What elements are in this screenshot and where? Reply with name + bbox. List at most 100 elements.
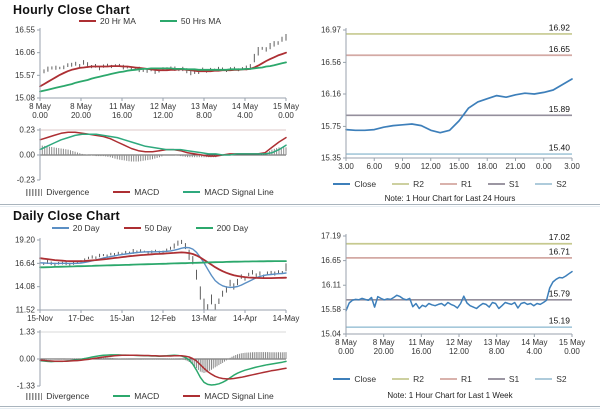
svg-text:15.08: 15.08 [15, 94, 36, 103]
legend-item: S1 [487, 374, 520, 384]
legend-item: Close [333, 374, 376, 384]
hourly-ma-legend: 20 Hr MA 50 Hrs MA [0, 16, 300, 26]
legend-item: Divergence [26, 391, 89, 401]
svg-text:15.58: 15.58 [321, 305, 342, 314]
daily-macd-plot: 1.33 0.00 -1.33 [17, 328, 287, 391]
legend-item: S2 [535, 374, 567, 384]
line-swatch [113, 395, 131, 397]
svg-text:0.00: 0.00 [19, 151, 35, 160]
svg-text:18.00: 18.00 [477, 162, 498, 171]
legend-item: MACD Signal Line [183, 391, 274, 401]
svg-text:12-Feb: 12-Feb [150, 314, 176, 323]
svg-text:15.57: 15.57 [15, 71, 36, 80]
line-swatch [195, 227, 213, 229]
daily-macd-legend: Divergence MACD MACD Signal Line [0, 391, 300, 401]
svg-text:0.00: 0.00 [19, 355, 35, 364]
legend-label: 50 Hrs MA [180, 16, 222, 26]
svg-text:1.33: 1.33 [19, 328, 35, 337]
legend-label: MACD [134, 187, 160, 197]
pivot-24h-plot: 16.92 16.65 15.89 15.40 16.97 16.56 16.16 15.75… [321, 24, 580, 171]
line-swatch [123, 227, 141, 229]
legend-label: MACD Signal Line [204, 187, 274, 197]
svg-text:16.65: 16.65 [321, 256, 342, 265]
svg-text:15.00: 15.00 [449, 162, 470, 171]
svg-text:16.11: 16.11 [322, 281, 342, 290]
svg-text:16.64: 16.64 [15, 259, 36, 268]
legend-item: MACD [113, 391, 159, 401]
svg-text:9.00: 9.00 [395, 162, 411, 171]
legend-label: R1 [460, 374, 472, 384]
line-swatch [183, 191, 201, 193]
line-swatch [439, 183, 457, 185]
svg-text:12.00: 12.00 [421, 162, 442, 171]
svg-text:3.00: 3.00 [338, 162, 354, 171]
legend-item: 20 Day [51, 223, 100, 233]
svg-text:15-Nov: 15-Nov [27, 314, 53, 323]
legend-label: 20 Hr MA [99, 16, 136, 26]
line-swatch [392, 183, 410, 185]
svg-text:16.06: 16.06 [15, 48, 36, 57]
legend-item: R2 [392, 374, 424, 384]
pivot-week-plot: 17.02 16.71 15.79 15.19 17.19 16.65 16.11 15.58… [321, 232, 585, 357]
svg-text:17.19: 17.19 [321, 232, 342, 241]
legend-label: R1 [460, 179, 472, 189]
section-divider [0, 204, 600, 207]
line-swatch [439, 378, 457, 380]
svg-text:15.35: 15.35 [321, 154, 342, 163]
svg-text:14-May: 14-May [273, 314, 300, 323]
svg-text:15.89: 15.89 [549, 104, 571, 114]
legend-item: 50 Hrs MA [159, 16, 222, 26]
svg-text:15.04: 15.04 [321, 330, 342, 339]
legend-item: 20 Hr MA [78, 16, 136, 26]
legend-label: R2 [413, 179, 424, 189]
legend-item: R1 [439, 374, 472, 384]
line-swatch [159, 20, 177, 22]
svg-text:15.19: 15.19 [549, 316, 571, 326]
svg-text:3.00: 3.00 [564, 162, 580, 171]
svg-text:0.00: 0.00 [536, 162, 552, 171]
legend-label: S1 [508, 374, 520, 384]
svg-text:16.16: 16.16 [321, 90, 342, 99]
svg-text:16.71: 16.71 [549, 246, 571, 256]
svg-text:-0.23: -0.23 [17, 176, 36, 185]
legend-label: S2 [556, 179, 567, 189]
legend-label: R2 [413, 374, 424, 384]
pivot-week-legend: Close R2 R1 S1 S2 [300, 374, 600, 384]
legend-label: 200 Day [216, 223, 249, 233]
legend-label: Close [354, 374, 377, 384]
legend-item: R2 [392, 179, 424, 189]
line-swatch [487, 378, 505, 380]
line-swatch [183, 395, 201, 397]
svg-text:14.08: 14.08 [15, 282, 36, 291]
pivot-24h-legend: Close R2 R1 S1 S2 [300, 179, 600, 189]
daily-chart-title: Daily Close Chart [13, 209, 120, 223]
svg-text:14-Apr: 14-Apr [233, 314, 257, 323]
line-swatch [392, 378, 410, 380]
legend-item: MACD [113, 187, 159, 197]
svg-text:16.56: 16.56 [321, 58, 342, 67]
svg-text:16.55: 16.55 [15, 26, 36, 35]
svg-text:-1.33: -1.33 [17, 382, 36, 391]
chart-note-week: Note: 1 Hour Chart for Last 1 Week [387, 391, 513, 400]
chart-note-24h: Note: 1 Hour Chart for Last 24 Hours [384, 194, 516, 203]
line-swatch [51, 227, 69, 229]
bottom-divider [0, 406, 600, 409]
legend-item: 200 Day [195, 223, 249, 233]
hourly-macd-legend: Divergence MACD MACD Signal Line [0, 187, 300, 197]
legend-label: Close [354, 179, 377, 189]
line-swatch [535, 183, 553, 185]
legend-label: 20 Day [72, 223, 100, 233]
legend-label: S1 [508, 179, 520, 189]
